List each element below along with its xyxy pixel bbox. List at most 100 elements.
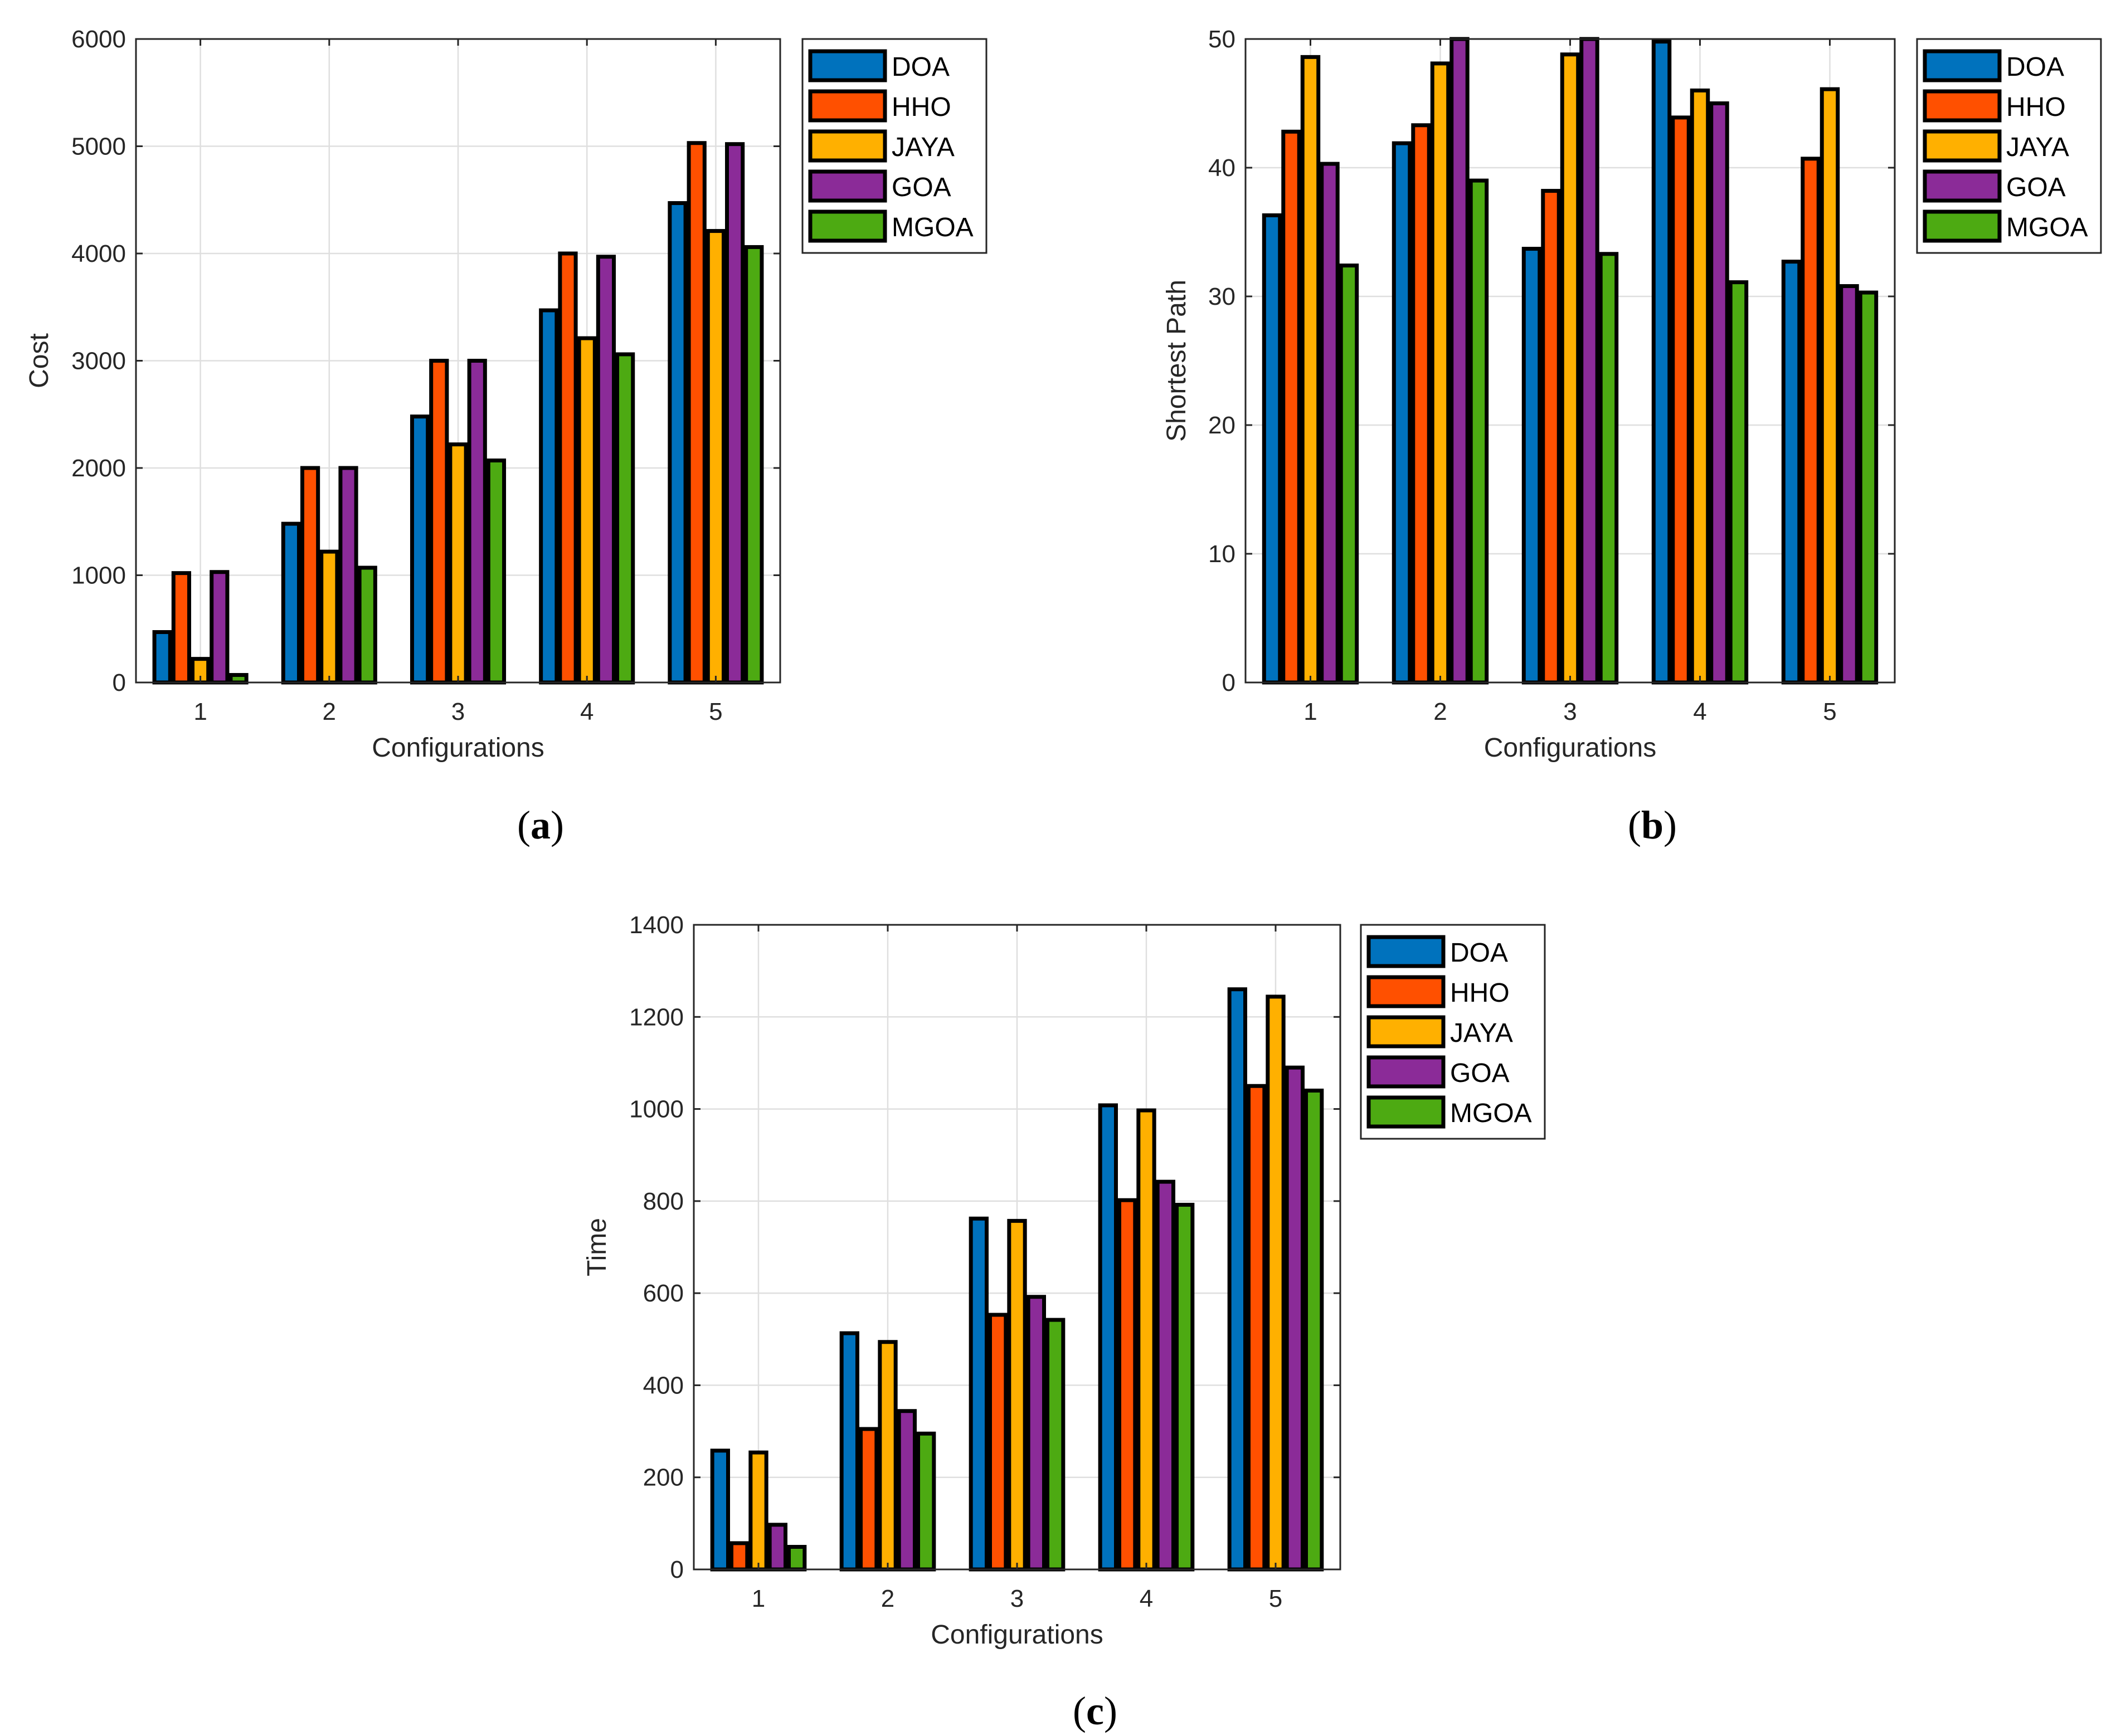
bar-doa-config-4	[1651, 40, 1672, 685]
bar-goa-config-3	[467, 359, 487, 685]
legend-swatch-doa	[1923, 49, 2002, 82]
legend-label-doa: DOA	[1450, 938, 1508, 968]
panel-c-ticks: 0 200 400 600 800 1000 1200 1400 1 2 3 4 5	[629, 911, 1340, 1612]
legend-label-doa: DOA	[892, 52, 950, 82]
panel-b-legend: DOA HHO JAYA GOA MGOA	[1916, 38, 2102, 254]
panel-b-y-tick-label: 30	[1208, 283, 1235, 310]
panel-c-legend: DOA HHO JAYA GOA MGOA	[1360, 924, 1546, 1140]
bar-mgoa-config-3	[1045, 1318, 1066, 1572]
bar-mgoa-config-4	[1728, 280, 1749, 685]
panel-b-x-axis-label: Configurations	[1484, 733, 1657, 763]
bar-hho-config-2	[858, 1427, 879, 1572]
panel-c-x-tick-label: 4	[1140, 1585, 1153, 1612]
bar-goa-config-2	[1449, 37, 1470, 685]
legend-label-doa: DOA	[2006, 52, 2064, 82]
bar-goa-config-5	[725, 142, 745, 685]
legend-label-mgoa: MGOA	[1450, 1099, 1532, 1128]
bar-doa-config-3	[969, 1216, 989, 1572]
panel-b-y-tick-label: 10	[1208, 540, 1235, 568]
legend-swatch-doa	[808, 49, 887, 82]
panel-a-caption-letter: a	[531, 803, 551, 847]
panel-c-caption: (c)	[1073, 1689, 1117, 1733]
legend-swatch-goa	[1366, 1055, 1446, 1089]
bar-hho-config-3	[429, 359, 449, 685]
bar-mgoa-config-5	[1304, 1089, 1324, 1572]
panel-b-x-tick-label: 1	[1303, 698, 1317, 725]
panel-a-y-tick-label: 2000	[71, 455, 126, 482]
panel-c-x-axis-label: Configurations	[931, 1620, 1103, 1650]
bar-goa-config-3	[1026, 1295, 1047, 1572]
panel-a-x-axis-label: Configurations	[372, 733, 544, 763]
bar-mgoa-config-5	[744, 245, 764, 685]
bar-mgoa-config-2	[1468, 178, 1489, 685]
panel-b-caption: (b)	[1628, 803, 1677, 847]
panel-c-x-tick-label: 3	[1010, 1585, 1024, 1612]
bar-doa-config-2	[839, 1331, 859, 1572]
panel-a-y-axis-label: Cost	[25, 333, 54, 388]
legend-swatch-doa	[1366, 935, 1446, 968]
bar-doa-config-3	[1521, 247, 1542, 685]
legend-label-jaya: JAYA	[1450, 1018, 1513, 1048]
legend-label-jaya: JAYA	[2006, 133, 2069, 162]
bar-hho-config-4	[1671, 115, 1691, 685]
panel-c-y-tick-label: 0	[670, 1556, 684, 1583]
panel-b-y-tick-label: 40	[1208, 154, 1235, 182]
panel-b-y-tick-label: 20	[1208, 412, 1235, 439]
bar-goa-config-5	[1285, 1065, 1305, 1572]
panel-c-y-tick-label: 1400	[629, 911, 684, 939]
panel-a: 0 1000 2000 3000 4000 5000 6000 1 2 3 4 5 Configura…	[25, 26, 987, 847]
legend-label-hho: HHO	[1450, 978, 1510, 1008]
legend-label-hho: HHO	[2006, 92, 2066, 122]
bar-jaya-config-1	[1300, 55, 1321, 685]
bar-jaya-config-5	[706, 229, 726, 685]
bar-doa-config-5	[668, 201, 688, 685]
panel-c-y-tick-label: 400	[643, 1372, 684, 1399]
bar-mgoa-config-1	[787, 1545, 807, 1572]
bar-doa-config-5	[1781, 260, 1802, 685]
panel-b-caption-letter: b	[1641, 803, 1663, 847]
legend-swatch-mgoa	[1923, 209, 2002, 243]
bar-hho-config-5	[1801, 157, 1821, 685]
panel-b: 0 10 20 30 40 50 1 2 3 4 5 Configurations Shortest…	[1162, 26, 2102, 847]
panel-a-x-tick-label: 2	[323, 698, 336, 725]
panel-c-y-tick-label: 200	[643, 1464, 684, 1491]
bar-hho-config-5	[1246, 1084, 1267, 1572]
panel-a-y-tick-label: 1000	[71, 562, 126, 589]
legend-swatch-mgoa	[808, 209, 887, 243]
bar-jaya-config-1	[748, 1450, 768, 1572]
panel-c-caption-letter: c	[1086, 1689, 1104, 1733]
bar-goa-config-2	[897, 1409, 917, 1572]
bar-hho-config-2	[1411, 123, 1431, 685]
bar-jaya-config-3	[448, 442, 468, 685]
bar-mgoa-config-4	[615, 352, 635, 685]
panel-b-x-tick-label: 3	[1563, 698, 1577, 725]
bar-mgoa-config-4	[1175, 1202, 1195, 1572]
panel-c-bars	[710, 987, 1324, 1572]
legend-swatch-goa	[808, 169, 887, 203]
legend-label-goa: GOA	[892, 173, 951, 202]
bar-doa-config-3	[410, 415, 430, 685]
bar-jaya-config-4	[577, 336, 597, 685]
bar-mgoa-config-2	[357, 565, 377, 685]
panel-b-bars	[1262, 37, 1879, 685]
legend-label-goa: GOA	[2006, 173, 2066, 202]
bar-doa-config-1	[710, 1449, 730, 1572]
panel-c-y-axis-label: Time	[582, 1218, 612, 1276]
bar-mgoa-config-3	[1598, 252, 1619, 685]
bar-jaya-config-2	[319, 549, 339, 685]
legend-label-jaya: JAYA	[892, 133, 955, 162]
bar-mgoa-config-2	[916, 1431, 936, 1572]
legend-swatch-goa	[1923, 169, 2002, 203]
panel-a-x-tick-label: 3	[451, 698, 465, 725]
legend-label-mgoa: MGOA	[2006, 213, 2088, 242]
bar-doa-config-4	[1098, 1103, 1118, 1572]
bar-doa-config-2	[281, 521, 301, 685]
panel-b-y-tick-label: 50	[1208, 26, 1235, 53]
bar-goa-config-1	[767, 1523, 788, 1572]
legend-swatch-hho	[1366, 975, 1446, 1008]
legend-swatch-jaya	[1923, 129, 2002, 163]
bar-mgoa-config-3	[486, 459, 507, 685]
panel-a-x-tick-label: 4	[580, 698, 594, 725]
panel-c-y-tick-label: 1000	[629, 1096, 684, 1123]
